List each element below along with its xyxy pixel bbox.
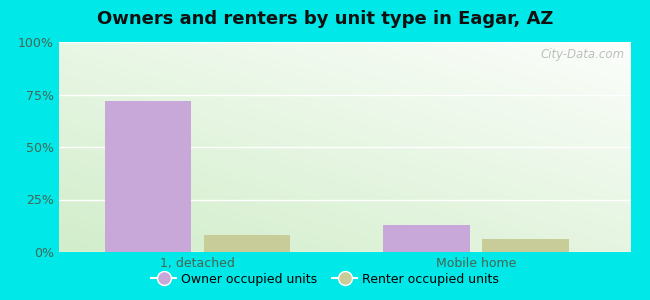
Bar	[204, 235, 291, 252]
Bar	[105, 101, 192, 252]
Bar	[383, 225, 470, 252]
Bar	[482, 239, 569, 252]
Text: Owners and renters by unit type in Eagar, AZ: Owners and renters by unit type in Eagar…	[97, 11, 553, 28]
Legend: Owner occupied units, Renter occupied units: Owner occupied units, Renter occupied un…	[146, 268, 504, 291]
Text: City-Data.com: City-Data.com	[541, 48, 625, 61]
